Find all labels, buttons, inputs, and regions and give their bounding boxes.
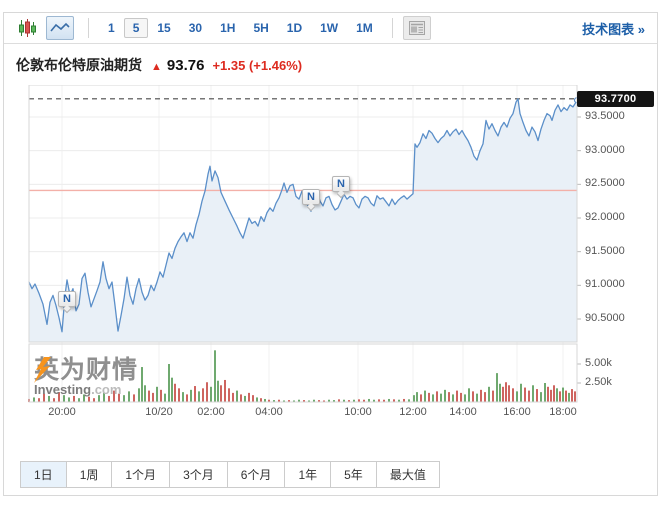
technical-chart-link[interactable]: 技术图表 » (582, 19, 645, 38)
time-range-bar: 1日 1周 1个月 3个月 6个月 1年 5年 最大值 (20, 461, 440, 488)
y-axis-label: 91.0000 (585, 278, 625, 291)
up-arrow-icon: ▲ (151, 61, 162, 73)
y-axis-label: 90.5000 (585, 311, 625, 324)
investing-watermark: 英为财情 Investing.com (34, 357, 138, 397)
chart-toolbar: 1 5 15 30 1H 5H 1D 1W 1M 技术图表 » (4, 13, 657, 44)
interval-button-1w[interactable]: 1W (320, 21, 339, 35)
x-axis-label: 02:00 (197, 406, 225, 418)
toolbar-separator (391, 18, 393, 38)
instrument-header: 伦敦布伦特原油期货 ▲ 93.76 +1.35 (+1.46%) (4, 44, 657, 85)
range-button-1w[interactable]: 1周 (66, 462, 113, 487)
news-marker-label: N (63, 293, 71, 305)
candlestick-icon (19, 19, 36, 37)
range-button-3mo[interactable]: 3个月 (170, 462, 228, 487)
interval-button-1[interactable]: 1 (108, 21, 115, 35)
y-axis-label: 92.0000 (585, 210, 625, 223)
y-axis-label: 91.5000 (585, 244, 625, 257)
watermark-cn: 英为财情 (34, 356, 139, 384)
news-marker-label: N (307, 191, 315, 203)
news-marker[interactable]: N (58, 291, 76, 314)
interval-button-15[interactable]: 15 (157, 21, 171, 35)
x-axis-label: 18:00 (549, 406, 577, 418)
x-axis-label: 10:00 (344, 406, 372, 418)
instrument-name: 伦敦布伦特原油期货 (16, 57, 142, 73)
news-layout-icon (408, 21, 425, 35)
range-button-1y[interactable]: 1年 (285, 462, 332, 487)
interval-button-1d[interactable]: 1D (286, 21, 303, 35)
news-marker-label: N (337, 178, 345, 190)
interval-button-30[interactable]: 30 (188, 21, 203, 35)
x-axis-label: 14:00 (449, 406, 477, 418)
news-events-button[interactable] (402, 16, 431, 40)
x-axis-label: 04:00 (255, 406, 283, 418)
line-chart-button[interactable] (46, 16, 74, 40)
range-button-max[interactable]: 最大值 (376, 462, 439, 487)
change-percent: (+1.46%) (248, 58, 303, 73)
y-axis-label: 93.5000 (585, 110, 625, 122)
interval-group: 1 5 15 30 1H 5H 1D 1W 1M (99, 18, 382, 38)
chevron-right-icon: » (637, 21, 645, 37)
toolbar-separator (88, 18, 89, 38)
chart-widget: 1 5 15 30 1H 5H 1D 1W 1M 技术图表 » 伦敦布伦特原油期货 ▲ 93.7… (3, 12, 658, 496)
volume-axis-label: 5.00k (585, 357, 612, 369)
range-button-1mo[interactable]: 1个月 (112, 462, 171, 487)
x-axis-label: 10/20 (145, 406, 173, 418)
current-price-tag: 93.7700 (577, 90, 654, 107)
line-chart-icon (50, 22, 70, 32)
price-chart-svg[interactable] (4, 85, 658, 423)
last-price: 93.76 (166, 57, 205, 74)
news-marker[interactable]: N (332, 176, 350, 199)
watermark-domain: .com (91, 382, 122, 398)
price-change: +1.35 (+1.46%) (212, 58, 302, 73)
y-axis-label: 92.5000 (585, 177, 625, 190)
lightning-bolt-icon (34, 357, 51, 383)
candlestick-chart-button[interactable] (14, 16, 42, 40)
price-chart-area[interactable]: 93.7700 英为财情 Investing.com 93.5000 93.000… (4, 85, 657, 423)
range-button-5y[interactable]: 5年 (331, 462, 377, 487)
x-axis-label: 12:00 (399, 406, 427, 418)
technical-chart-label: 技术图表 (582, 21, 635, 37)
interval-button-1h[interactable]: 1H (220, 21, 236, 35)
watermark-en: Investing.com (34, 382, 122, 398)
interval-button-5h[interactable]: 5H (253, 21, 269, 35)
interval-button-1m[interactable]: 1M (356, 21, 373, 35)
news-marker[interactable]: N (302, 189, 320, 212)
x-axis-label: 20:00 (48, 406, 76, 418)
interval-button-5[interactable]: 5 (123, 18, 149, 38)
range-button-1d[interactable]: 1日 (21, 462, 67, 487)
x-axis-label: 16:00 (503, 406, 531, 418)
change-value: +1.35 (212, 58, 246, 73)
range-button-6mo[interactable]: 6个月 (227, 462, 286, 487)
volume-axis-label: 2.50k (585, 376, 612, 388)
y-axis-label: 93.0000 (585, 143, 625, 156)
